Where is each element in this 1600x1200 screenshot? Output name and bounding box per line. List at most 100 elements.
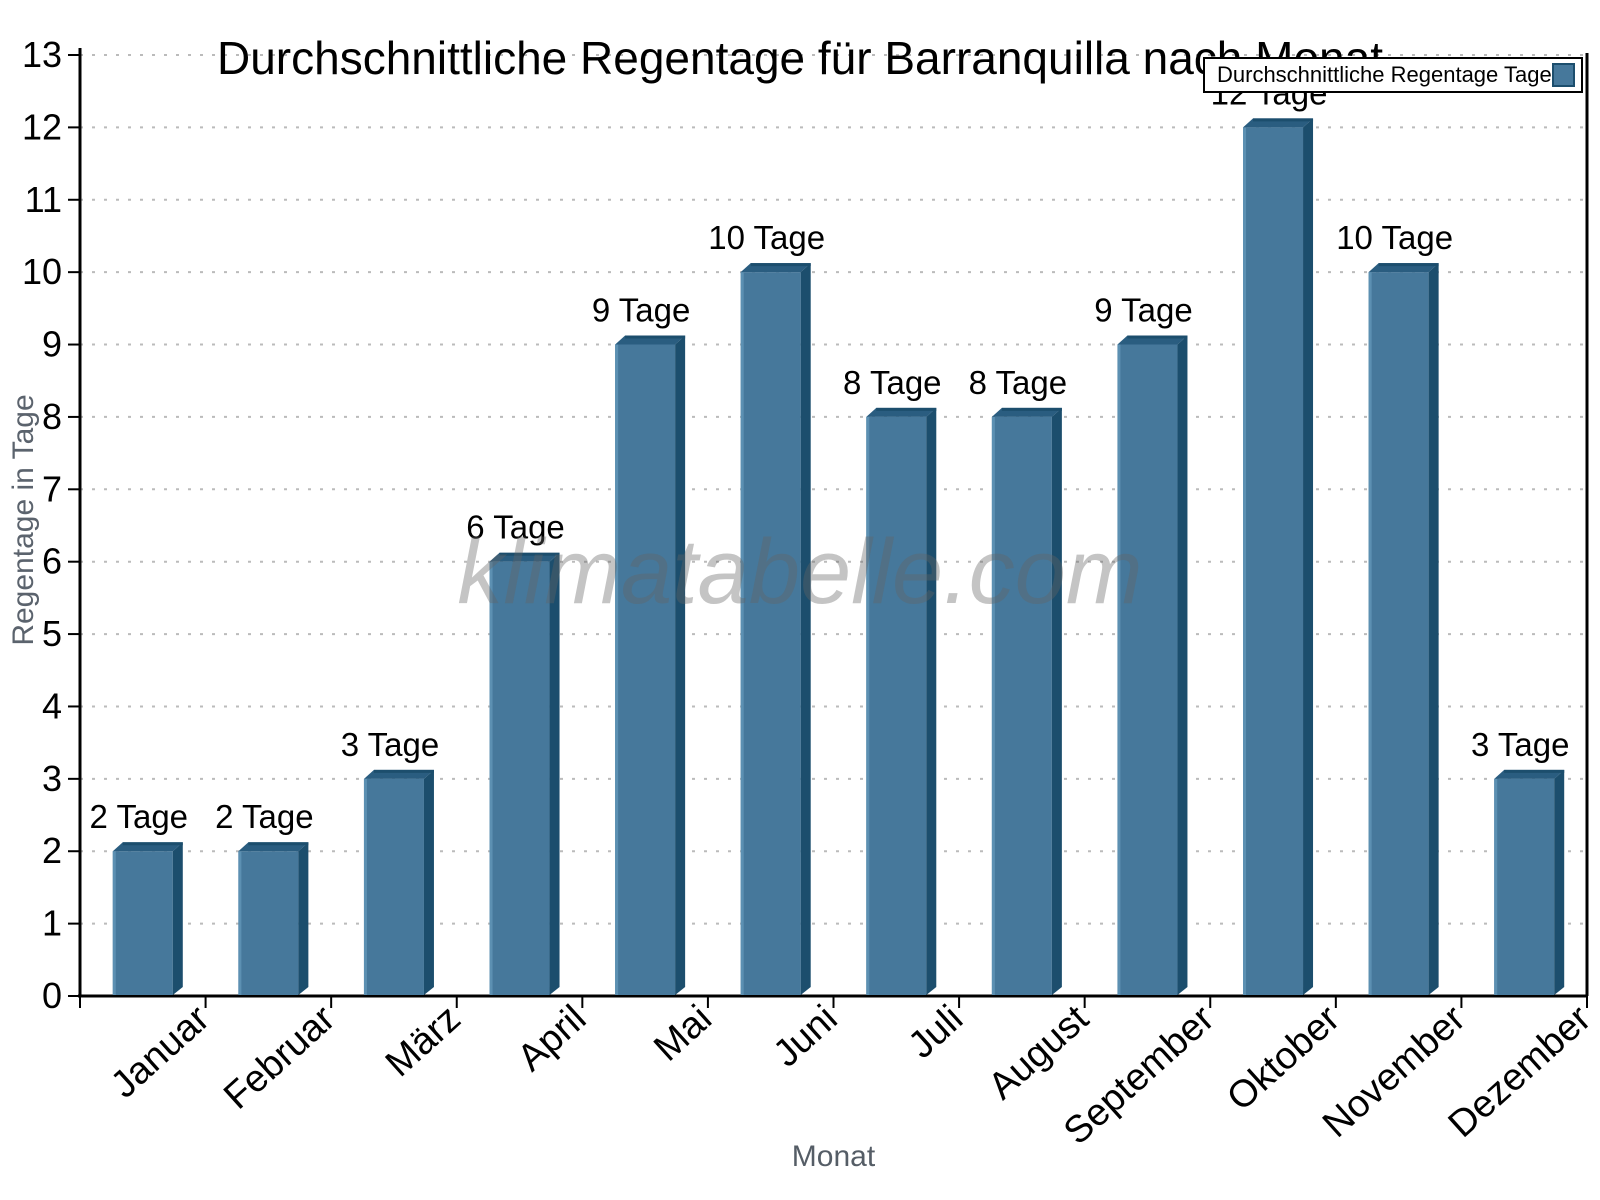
y-tick-label: 6 <box>42 541 62 582</box>
legend: Durchschnittliche Regentage Tage <box>1203 57 1583 93</box>
bar-januar <box>112 842 183 995</box>
x-tick-label: Mai <box>646 997 720 1069</box>
bar-front-face <box>1368 272 1429 996</box>
bar-september <box>1117 335 1188 995</box>
bar-side-face <box>1177 335 1188 995</box>
bar-juni <box>740 263 811 996</box>
y-tick-label: 0 <box>42 975 62 1016</box>
bar-side-face <box>1303 118 1314 995</box>
bar-left-highlight <box>1117 344 1121 995</box>
bar-value-label: 9 Tage <box>1094 292 1192 329</box>
x-axis-title: Monat <box>791 1140 876 1173</box>
bar-value-label: 8 Tage <box>969 364 1067 401</box>
bar-left-highlight <box>615 344 619 995</box>
bar-dezember <box>1494 769 1565 995</box>
bar-top-edge <box>750 263 811 267</box>
bar-side-face <box>549 552 560 995</box>
bar-front-face <box>866 416 927 995</box>
x-tick-label: Juni <box>766 997 846 1075</box>
bar-left-highlight <box>1243 127 1247 995</box>
bar-front-face <box>991 416 1052 995</box>
bar-side-face <box>675 335 686 995</box>
x-tick-label: August <box>981 997 1097 1108</box>
bar-top-edge <box>625 335 686 339</box>
bar-top-edge <box>122 842 183 846</box>
bar-front-face <box>1494 778 1555 995</box>
y-tick-label: 12 <box>22 106 62 147</box>
x-tick-label: Februar <box>216 997 343 1117</box>
x-tick-label: Oktober <box>1219 997 1348 1119</box>
bar-value-label: 3 Tage <box>1471 726 1569 763</box>
bar-side-face <box>1554 769 1565 995</box>
bar-front-face <box>238 851 299 995</box>
x-tick-label: April <box>510 997 595 1079</box>
bar-top-edge <box>373 769 434 773</box>
bar-top-edge <box>876 407 937 411</box>
bar-top-edge <box>1504 769 1565 773</box>
bar-oktober <box>1243 118 1314 995</box>
x-tick-label: März <box>378 997 469 1085</box>
bar-side-face <box>298 842 309 995</box>
bar-november <box>1368 263 1439 996</box>
bar-front-face <box>112 851 173 995</box>
x-tick-label: Juli <box>901 997 971 1066</box>
bar-top-edge <box>499 552 560 556</box>
bar-mai <box>615 335 686 995</box>
bar-value-label: 2 Tage <box>90 798 188 835</box>
bar-top-edge <box>248 842 309 846</box>
y-tick-label: 7 <box>42 468 62 509</box>
bar-value-label: 2 Tage <box>215 798 313 835</box>
bar-top-edge <box>1127 335 1188 339</box>
bar-side-face <box>1051 407 1062 995</box>
bar-top-edge <box>1001 407 1062 411</box>
y-tick-label: 3 <box>42 758 62 799</box>
bar-left-highlight <box>991 416 995 995</box>
bar-left-highlight <box>489 561 493 995</box>
y-tick-label: 11 <box>25 179 62 220</box>
bar-value-label: 8 Tage <box>843 364 941 401</box>
bar-value-label: 10 Tage <box>708 219 825 256</box>
bar-value-label: 6 Tage <box>466 509 564 546</box>
y-axis-title: Regentage in Tage <box>7 394 40 646</box>
bar-side-face <box>172 842 183 995</box>
y-tick-label: 13 <box>22 34 62 75</box>
bar-side-face <box>423 769 434 995</box>
bar-front-face <box>740 272 801 996</box>
y-tick-label: 8 <box>42 396 62 437</box>
bar-front-face <box>363 778 424 995</box>
bar-side-face <box>1428 263 1439 996</box>
legend-color-swatch-icon <box>1551 63 1575 87</box>
bar-august <box>991 407 1062 995</box>
bar-left-highlight <box>1368 272 1372 996</box>
bar-left-highlight <box>1494 778 1498 995</box>
y-tick-label: 4 <box>42 685 62 726</box>
bar-front-face <box>1243 127 1304 995</box>
y-tick-label: 5 <box>42 613 62 654</box>
y-tick-label: 1 <box>42 903 62 944</box>
bar-front-face <box>489 561 550 995</box>
bar-left-highlight <box>238 851 242 995</box>
chart-title: Durchschnittliche Regentage für Barranqu… <box>217 31 1383 84</box>
bar-top-edge <box>1253 118 1314 122</box>
bar-left-highlight <box>866 416 870 995</box>
bar-april <box>489 552 560 995</box>
bar-left-highlight <box>740 272 744 996</box>
x-tick-label: Januar <box>103 997 218 1106</box>
bar-juli <box>866 407 937 995</box>
y-tick-label: 9 <box>42 324 62 365</box>
bar-side-face <box>800 263 811 996</box>
y-tick-label: 10 <box>22 251 62 292</box>
bar-side-face <box>926 407 937 995</box>
y-tick-label: 2 <box>42 830 62 871</box>
bar-top-edge <box>1378 263 1439 267</box>
bar-front-face <box>1117 344 1178 995</box>
bar-märz <box>363 769 434 995</box>
legend-series-label: Durchschnittliche Regentage Tage <box>1217 62 1552 87</box>
bar-value-label: 3 Tage <box>341 726 439 763</box>
bar-februar <box>238 842 309 995</box>
bar-front-face <box>615 344 676 995</box>
bar-left-highlight <box>112 851 116 995</box>
bar-left-highlight <box>363 778 367 995</box>
